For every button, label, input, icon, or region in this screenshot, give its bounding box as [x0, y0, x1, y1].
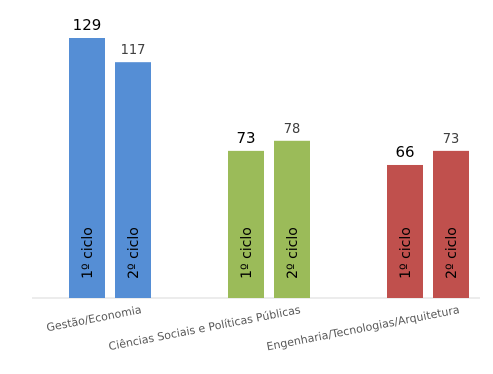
bar-inner-label: 1º ciclo [398, 227, 414, 279]
value-label: 73 [236, 129, 255, 147]
bar-2-2 [274, 140, 310, 298]
value-label: 78 [284, 122, 301, 137]
value-label: 66 [395, 143, 414, 161]
bar-1-2 [115, 62, 151, 298]
bar-inner-label: 2º ciclo [126, 227, 142, 279]
value-labels-group: 129 117 73 78 66 73 [73, 16, 460, 161]
value-label: 129 [73, 16, 102, 34]
bar-inner-label: 2º ciclo [285, 227, 301, 279]
bar-3-1 [387, 164, 423, 298]
bar-inner-label: 1º ciclo [239, 227, 255, 279]
bar-inner-label: 2º ciclo [444, 227, 460, 279]
bar-1-1 [69, 38, 105, 298]
bars-group [69, 38, 469, 298]
category-label: Gestão/Economia [45, 303, 142, 334]
bar-texts-group: 1º ciclo 2º ciclo 1º ciclo 2º ciclo 1º ciclo… [80, 227, 460, 279]
value-label: 117 [121, 43, 146, 58]
value-label: 73 [443, 132, 460, 147]
bar-2-1 [228, 150, 264, 298]
bar-inner-label: 1º ciclo [80, 227, 96, 279]
bar-3-2 [433, 150, 469, 298]
